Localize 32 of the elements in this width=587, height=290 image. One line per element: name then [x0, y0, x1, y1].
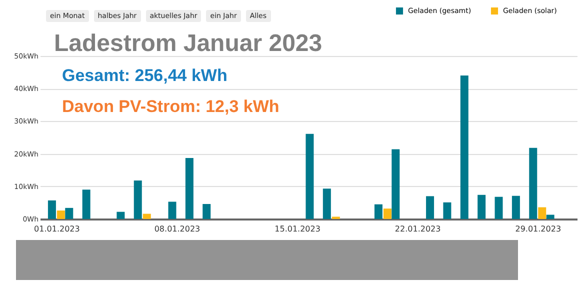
bar	[48, 200, 56, 219]
bar	[460, 76, 468, 219]
bar	[134, 180, 142, 219]
bar	[56, 210, 65, 219]
bar	[116, 212, 125, 219]
bar	[538, 207, 546, 219]
bar	[392, 149, 400, 219]
bar	[383, 208, 392, 219]
bar	[546, 214, 554, 219]
bar	[374, 204, 382, 219]
bar	[478, 194, 486, 219]
bar	[142, 214, 151, 219]
bar	[512, 196, 520, 219]
bar	[65, 208, 74, 219]
bar	[306, 134, 314, 219]
x-tick-label: 15.01.2023	[274, 224, 320, 234]
bar	[202, 204, 211, 219]
x-tick-label: 08.01.2023	[154, 224, 200, 234]
x-tick-label: 01.01.2023	[34, 224, 80, 234]
bar	[529, 148, 538, 219]
chart-title: Ladestrom Januar 2023	[54, 30, 322, 58]
annotation: Davon PV-Strom: 12,3 kWh	[62, 97, 280, 117]
bar	[322, 188, 331, 219]
bar	[185, 158, 194, 219]
bar	[494, 196, 503, 219]
x-tick-label: 22.01.2023	[394, 224, 441, 234]
bar	[82, 190, 90, 219]
annotation: Gesamt: 256,44 kWh	[62, 66, 228, 86]
bar	[443, 202, 452, 219]
bar	[168, 202, 176, 219]
bar	[426, 196, 434, 219]
x-tick-label: 29.01.2023	[515, 224, 562, 234]
